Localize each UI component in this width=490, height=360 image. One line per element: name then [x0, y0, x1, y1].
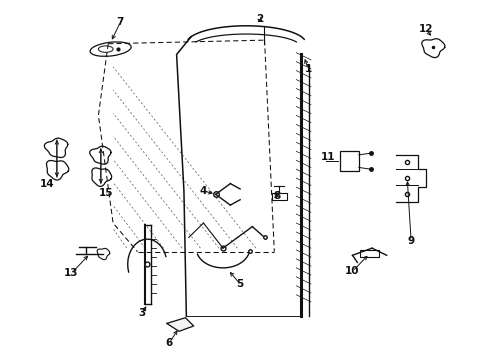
- Text: 6: 6: [166, 338, 173, 348]
- Text: 4: 4: [200, 186, 207, 196]
- Bar: [272, 193, 287, 201]
- Text: 9: 9: [408, 236, 415, 246]
- Text: 13: 13: [64, 268, 79, 278]
- Text: 3: 3: [139, 308, 146, 318]
- Text: 2: 2: [256, 14, 263, 24]
- Text: 11: 11: [321, 152, 335, 162]
- Text: 15: 15: [98, 188, 113, 198]
- Text: 5: 5: [237, 279, 244, 289]
- Text: 1: 1: [305, 64, 312, 74]
- Text: 12: 12: [418, 24, 433, 35]
- Bar: [360, 250, 379, 257]
- Text: 8: 8: [273, 191, 280, 201]
- Text: 14: 14: [40, 179, 54, 189]
- Text: 7: 7: [117, 17, 124, 27]
- Polygon shape: [167, 318, 194, 331]
- Text: 10: 10: [345, 266, 360, 276]
- Bar: [340, 151, 359, 171]
